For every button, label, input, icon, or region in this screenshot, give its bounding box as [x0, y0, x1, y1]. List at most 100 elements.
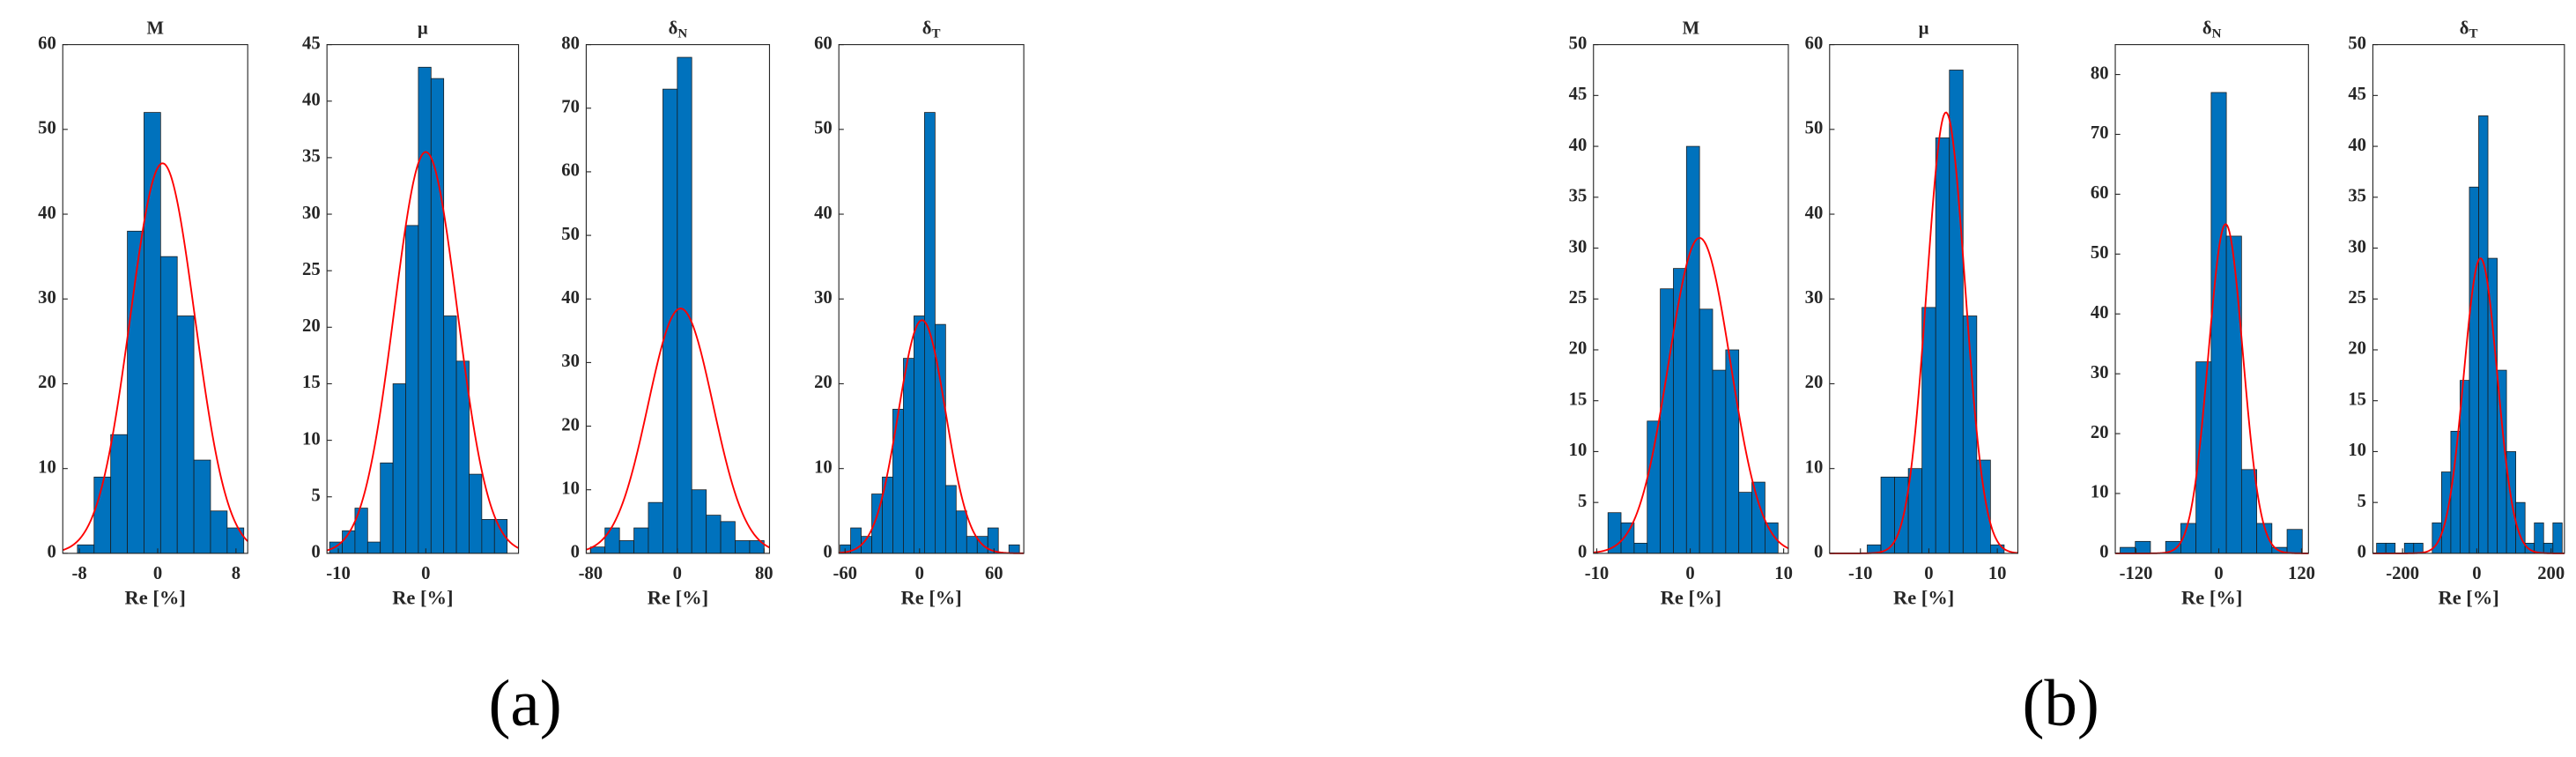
y-tick-label: 0: [1814, 543, 1823, 562]
y-tick-label: 80: [2091, 63, 2109, 83]
x-axis-label: Re [%]: [1661, 587, 1721, 609]
y-tick-label: 0: [823, 543, 832, 562]
x-axis-label: Re [%]: [125, 587, 186, 609]
y-tick-label: 30: [1805, 288, 1824, 308]
y-tick-label: 50: [1569, 33, 1588, 53]
y-tick-label: 40: [1805, 204, 1824, 223]
bar: [2135, 540, 2151, 554]
bar: [366, 541, 381, 554]
bar: [1949, 70, 1964, 554]
axes-box: [2114, 44, 2309, 554]
y-tick-label: 60: [1805, 33, 1824, 53]
bar: [2413, 542, 2424, 554]
bar: [618, 540, 634, 554]
y-tick-label: 0: [1578, 543, 1587, 562]
y-tick-label: 50: [1805, 119, 1824, 138]
x-tick-label: 10: [1988, 564, 2007, 583]
bar: [604, 527, 620, 554]
bar: [210, 510, 228, 554]
x-tick-label: 10: [1774, 564, 1793, 583]
bar: [1699, 308, 1714, 554]
chart-title: μ: [1919, 19, 1929, 38]
bar: [380, 462, 394, 554]
bar: [430, 78, 445, 554]
histogram-panel: 0 5 10 15 20 25 30 35 40 45 50 -10 0 10 Re [%] M: [1569, 19, 1793, 608]
bar: [469, 473, 483, 554]
title-text: μ: [1919, 19, 1929, 38]
title-subscript: N: [2212, 27, 2222, 41]
y-tick-label: 0: [311, 543, 320, 562]
y-tick-label: 50: [561, 225, 580, 244]
y-tick-label: 20: [2348, 339, 2366, 359]
y-tick-label: 40: [561, 288, 580, 308]
bar: [914, 315, 925, 554]
bar: [2534, 522, 2544, 554]
chart-title: M: [1683, 19, 1699, 38]
y-tick-label: 60: [814, 33, 833, 53]
bar: [1725, 349, 1740, 554]
y-tick-label: 30: [814, 288, 833, 308]
bar: [1685, 145, 1700, 554]
y-tick-label: 25: [302, 260, 321, 279]
axes-box: [326, 44, 520, 554]
panel-label: (b): [2022, 667, 2099, 740]
x-tick-label: 120: [2288, 564, 2315, 583]
y-tick-label: 5: [1578, 492, 1587, 511]
y-tick-label: 50: [2348, 33, 2366, 53]
histogram-panel: 0 10 20 30 40 50 60 70 80 -120 0 120 Re [%] δN: [2091, 19, 2315, 608]
bar: [2376, 542, 2387, 554]
y-tick-label: 35: [2348, 187, 2366, 206]
bar: [903, 358, 914, 554]
x-axis-label: Re [%]: [648, 587, 708, 609]
bar: [2478, 115, 2489, 554]
bar: [176, 315, 195, 554]
bar: [2286, 529, 2303, 554]
y-tick-label: 60: [38, 33, 56, 53]
axes-box: [838, 44, 1025, 554]
bar: [2403, 542, 2415, 554]
y-tick-label: 40: [2091, 303, 2109, 323]
y-tick-label: 10: [1569, 441, 1588, 460]
y-tick-label: 20: [1805, 373, 1824, 392]
bar: [193, 459, 211, 554]
bar: [706, 515, 722, 554]
y-tick-label: 30: [2091, 363, 2109, 382]
y-tick-label: 15: [2348, 390, 2366, 409]
bar: [1976, 459, 1991, 554]
y-tick-label: 25: [2348, 288, 2366, 308]
x-tick-label: 0: [2472, 564, 2481, 583]
x-tick-label: -200: [2386, 564, 2419, 583]
y-tick-label: 5: [311, 486, 320, 505]
y-tick-label: 10: [302, 429, 321, 449]
title-text: δ: [669, 19, 678, 38]
bar: [589, 546, 606, 554]
bar: [2120, 546, 2136, 554]
bar: [392, 383, 406, 554]
bar: [1907, 468, 1923, 554]
title-subscript: N: [677, 27, 687, 41]
x-tick-label: 0: [421, 564, 430, 583]
axes-box: [62, 44, 248, 554]
fit-curve: [326, 151, 519, 552]
bar: [1738, 492, 1752, 554]
y-tick-label: 10: [2091, 483, 2109, 502]
y-tick-label: 30: [2348, 237, 2366, 256]
y-tick-label: 40: [1569, 136, 1588, 155]
bar: [159, 256, 178, 554]
title-text: δ: [2202, 19, 2212, 38]
bar: [677, 56, 692, 554]
fit-curve: [1593, 237, 1789, 553]
y-tick-label: 20: [814, 373, 833, 392]
fit-curve: [62, 162, 248, 552]
title-subscript: T: [931, 27, 940, 41]
x-tick-label: -10: [1585, 564, 1609, 583]
bar: [720, 521, 736, 554]
x-tick-label: -8: [72, 564, 87, 583]
bar: [955, 510, 967, 554]
x-tick-label: 60: [985, 564, 1003, 583]
y-tick-label: 50: [2091, 243, 2109, 263]
y-tick-label: 10: [561, 479, 580, 498]
y-tick-label: 15: [302, 373, 321, 392]
x-tick-label: -60: [833, 564, 856, 583]
